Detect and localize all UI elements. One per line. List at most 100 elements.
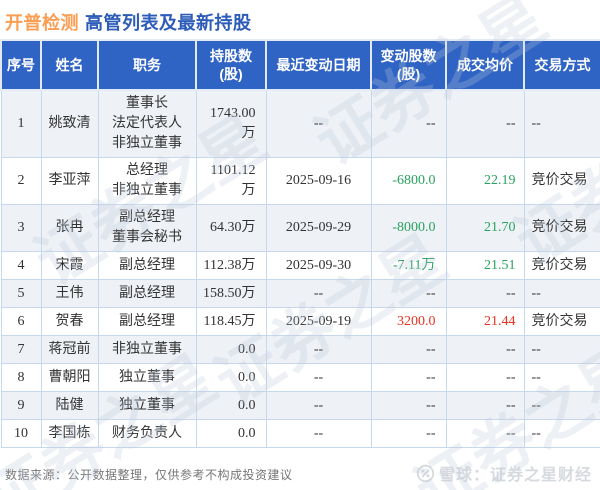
- page-title: 开普检测 高管列表及最新持股: [0, 0, 600, 35]
- table-row: 2 李亚萍 总经理 非独立董事 1101.12万 2025-09-16 -6800.0 22…: [0, 157, 600, 205]
- cell-trade-method: --: [523, 391, 600, 420]
- cell-seq: 3: [0, 204, 42, 252]
- cell-shares: 0.0: [195, 419, 267, 448]
- table-row: 3 张冉 副总经理 董事会秘书 64.30万 2025-09-29 -8000.0 21.7…: [0, 204, 600, 252]
- holdings-table: 序号 姓名 职务 持股数 (股) 最近变动日期 变动股数 (股) 成交均价 交易方式 1 姚致清…: [0, 39, 600, 448]
- cell-date: 2025-09-30: [265, 251, 372, 280]
- cell-trade-method: 竞价交易: [523, 307, 600, 336]
- cell-seq: 4: [0, 251, 42, 280]
- header-row: 序号 姓名 职务 持股数 (股) 最近变动日期 变动股数 (股) 成交均价 交易方式: [0, 39, 600, 91]
- cell-positions: 非独立董事: [97, 335, 197, 364]
- cell-date: --: [265, 419, 372, 448]
- table-row: 8 曹朝阳 独立董事 0.0 -- -- -- --: [0, 363, 600, 392]
- cell-date: 2025-09-16: [265, 157, 372, 205]
- column-header: 职务: [97, 39, 197, 91]
- cell-seq: 2: [0, 157, 42, 205]
- cell-shares: 112.38万: [195, 251, 267, 280]
- cell-date: --: [265, 335, 372, 364]
- cell-date: --: [265, 279, 372, 308]
- column-header: 成交均价: [445, 39, 525, 91]
- cell-name: 宋霞: [40, 251, 99, 280]
- stock-name: 开普检测: [5, 13, 79, 33]
- cell-positions: 独立董事: [97, 391, 197, 420]
- cell-positions: 副总经理: [97, 307, 197, 336]
- cell-trade-method: --: [523, 419, 600, 448]
- cell-seq: 10: [0, 419, 42, 448]
- cell-name: 王伟: [40, 279, 99, 308]
- cell-change-shares: -7.11万: [370, 251, 447, 280]
- cell-change-shares: --: [370, 279, 447, 308]
- cell-name: 李亚萍: [40, 157, 99, 205]
- cell-avg-price: 21.44: [445, 307, 525, 336]
- column-header: 变动股数 (股): [370, 39, 447, 91]
- report-title: 高管列表及最新持股: [85, 13, 252, 33]
- cell-change-shares: --: [370, 363, 447, 392]
- cell-shares: 1101.12万: [195, 157, 267, 205]
- cell-date: 2025-09-29: [265, 204, 372, 252]
- cell-avg-price: --: [445, 279, 525, 308]
- cell-name: 姚致清: [40, 89, 99, 158]
- cell-name: 张冉: [40, 204, 99, 252]
- brand-text: 雪球：证券之星财经: [438, 467, 592, 484]
- cell-avg-price: 22.19: [445, 157, 525, 205]
- cell-name: 蒋冠前: [40, 335, 99, 364]
- cell-date: --: [265, 89, 372, 158]
- xueqiu-logo-icon: [416, 464, 435, 483]
- cell-change-shares: --: [370, 419, 447, 448]
- table-row: 10 李国栋 财务负责人 0.0 -- -- -- --: [0, 419, 600, 448]
- column-header: 交易方式: [523, 39, 600, 91]
- cell-name: 曹朝阳: [40, 363, 99, 392]
- cell-positions: 总经理 非独立董事: [97, 157, 197, 205]
- cell-trade-method: 竞价交易: [523, 251, 600, 280]
- cell-avg-price: --: [445, 363, 525, 392]
- cell-date: 2025-09-19: [265, 307, 372, 336]
- cell-positions: 独立董事: [97, 363, 197, 392]
- cell-change-shares: --: [370, 391, 447, 420]
- cell-name: 贺春: [40, 307, 99, 336]
- cell-trade-method: 竞价交易: [523, 204, 600, 252]
- table-row: 5 王伟 副总经理 158.50万 -- -- -- --: [0, 279, 600, 308]
- table-row: 4 宋霞 副总经理 112.38万 2025-09-30 -7.11万 21.51 竞价交易: [0, 251, 600, 280]
- data-source-note: 数据来源：公开数据整理，仅供参考不构成投资建议: [5, 468, 293, 482]
- column-header: 序号: [0, 39, 42, 91]
- cell-trade-method: --: [523, 363, 600, 392]
- table-row: 9 陆健 独立董事 0.0 -- -- -- --: [0, 391, 600, 420]
- cell-shares: 64.30万: [195, 204, 267, 252]
- cell-shares: 0.0: [195, 335, 267, 364]
- cell-positions: 副总经理 董事会秘书: [97, 204, 197, 252]
- cell-shares: 118.45万: [195, 307, 267, 336]
- cell-positions: 董事长 法定代表人 非独立董事: [97, 89, 197, 158]
- cell-seq: 9: [0, 391, 42, 420]
- table-row: 7 蒋冠前 非独立董事 0.0 -- -- -- --: [0, 335, 600, 364]
- column-header: 最近变动日期: [265, 39, 372, 91]
- cell-name: 陆健: [40, 391, 99, 420]
- cell-change-shares: --: [370, 89, 447, 158]
- table-row: 6 贺春 副总经理 118.45万 2025-09-19 3200.0 21.44 竞价交易: [0, 307, 600, 336]
- cell-shares: 0.0: [195, 391, 267, 420]
- cell-seq: 5: [0, 279, 42, 308]
- cell-change-shares: --: [370, 335, 447, 364]
- table-row: 1 姚致清 董事长 法定代表人 非独立董事 1743.00万 -- -- -- --: [0, 89, 600, 158]
- cell-change-shares: -6800.0: [370, 157, 447, 205]
- column-header: 持股数 (股): [195, 39, 267, 91]
- cell-seq: 1: [0, 89, 42, 158]
- cell-shares: 1743.00万: [195, 89, 267, 158]
- cell-date: --: [265, 391, 372, 420]
- cell-avg-price: --: [445, 419, 525, 448]
- cell-avg-price: --: [445, 335, 525, 364]
- cell-seq: 7: [0, 335, 42, 364]
- cell-avg-price: --: [445, 89, 525, 158]
- column-header: 姓名: [40, 39, 99, 91]
- cell-avg-price: 21.51: [445, 251, 525, 280]
- cell-trade-method: --: [523, 335, 600, 364]
- cell-positions: 副总经理: [97, 251, 197, 280]
- cell-seq: 8: [0, 363, 42, 392]
- cell-shares: 0.0: [195, 363, 267, 392]
- cell-change-shares: -8000.0: [370, 204, 447, 252]
- cell-change-shares: 3200.0: [370, 307, 447, 336]
- cell-avg-price: 21.70: [445, 204, 525, 252]
- cell-shares: 158.50万: [195, 279, 267, 308]
- cell-trade-method: --: [523, 279, 600, 308]
- cell-avg-price: --: [445, 391, 525, 420]
- cell-date: --: [265, 363, 372, 392]
